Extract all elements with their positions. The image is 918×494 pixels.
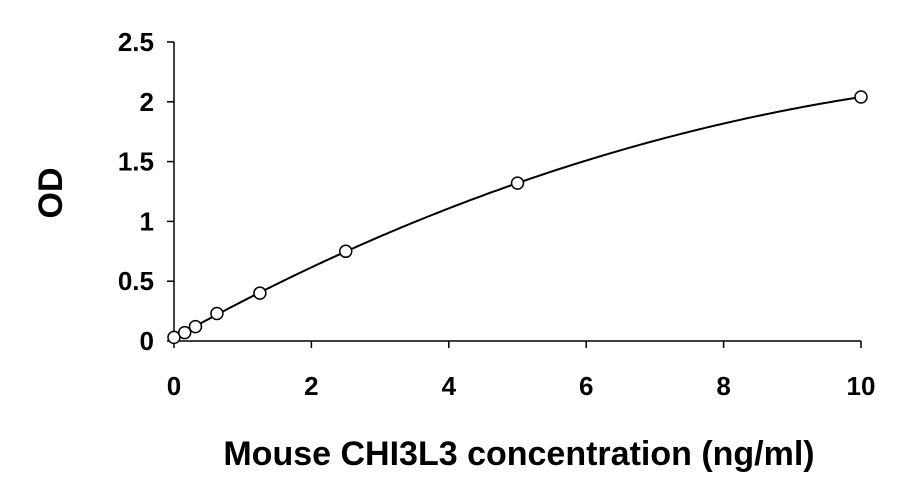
y-tick-label: 2.5 [118, 27, 154, 57]
x-tick-label: 10 [847, 371, 876, 401]
trendline [173, 96, 862, 339]
data-point [177, 325, 192, 340]
ticks: 0 0.5 1 1.5 2 2.5 0 2 4 6 8 10 [118, 27, 876, 401]
x-tick-label: 0 [167, 371, 181, 401]
data-point [510, 176, 525, 190]
curve-layer [173, 96, 862, 339]
axes [173, 42, 861, 342]
x-tick-label: 8 [716, 371, 730, 401]
y-tick-label: 0.5 [118, 266, 154, 296]
y-tick-label: 1 [140, 206, 154, 236]
data-point [253, 286, 267, 300]
y-tick-label: 1.5 [118, 147, 154, 177]
y-tick-label: 0 [140, 326, 154, 356]
y-tick-label: 2 [140, 87, 154, 117]
data-point [339, 244, 353, 259]
x-axis-label: Mouse CHI3L3 concentration (ng/ml) [223, 435, 814, 473]
data-point [210, 306, 224, 321]
x-tick-label: 6 [579, 371, 593, 401]
data-point [188, 319, 203, 334]
x-tick-label: 2 [304, 371, 318, 401]
x-tick-label: 4 [442, 371, 457, 401]
data-point [854, 90, 868, 104]
points-layer [167, 90, 868, 345]
y-axis-label: OD [32, 168, 70, 219]
